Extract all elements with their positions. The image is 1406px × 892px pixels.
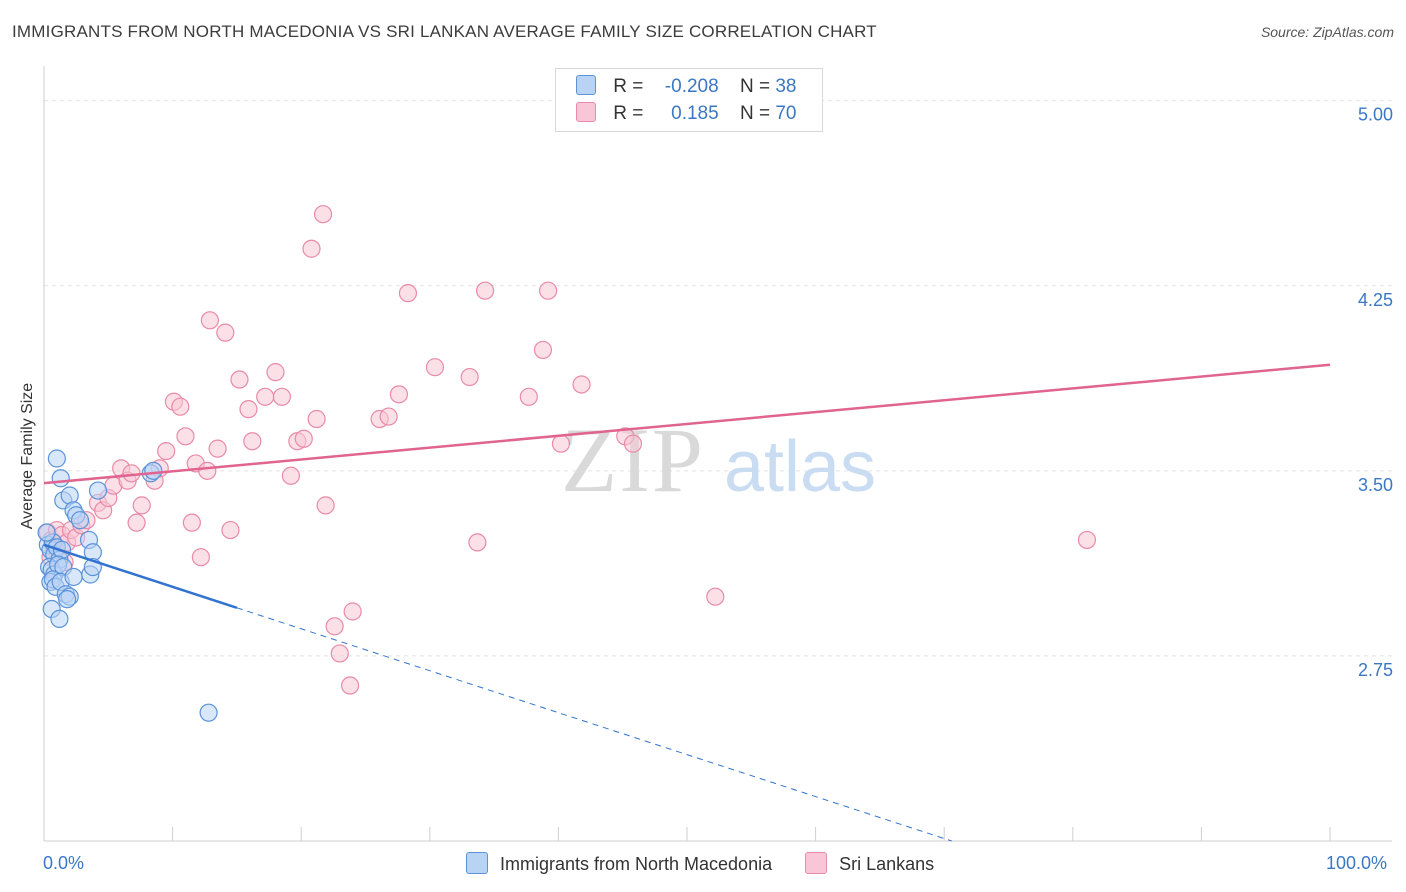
sri-lankans-point <box>340 676 360 695</box>
sri-lankans-points <box>38 205 1097 695</box>
sri-lankans-point <box>208 439 227 458</box>
series-legend-label: Sri Lankans <box>839 854 935 874</box>
sri-lankans-point <box>132 496 151 515</box>
legend-r-value: -0.208 <box>664 76 719 97</box>
sri-lankans-point <box>519 387 538 406</box>
legend-row-sri-lankans: R = 0.185 N = 70 <box>576 102 796 125</box>
legend-row-north-macedonia: R = -0.208 N = 38 <box>576 75 796 98</box>
sri-lankans-point <box>539 281 558 300</box>
sri-lankans-point <box>198 461 217 480</box>
sri-lankans-point <box>157 441 176 461</box>
north-macedonia-point <box>58 590 77 609</box>
y-tick-label: 2.75 <box>1358 660 1393 680</box>
watermark: ZIP atlas <box>561 409 876 511</box>
north-macedonia-point <box>70 511 90 530</box>
north-macedonia-point <box>50 609 69 629</box>
sri-lankans-point <box>294 429 313 448</box>
north-macedonia-point <box>51 469 70 488</box>
legend-r-value: 0.185 <box>671 103 719 124</box>
sri-lankans-point <box>551 434 571 453</box>
sri-lankans-point <box>127 513 146 532</box>
sri-lankans-point <box>230 370 249 389</box>
blue-swatch-icon <box>576 75 596 95</box>
sri-lankans-point <box>122 464 141 483</box>
sri-lankans-point <box>182 513 201 532</box>
sri-lankans-point <box>200 311 219 330</box>
chart-title: IMMIGRANTS FROM NORTH MACEDONIA VS SRI L… <box>12 22 877 41</box>
sri-lankans-point <box>176 427 195 446</box>
sri-lankans-point <box>272 387 292 406</box>
x-tick-label-min: 0.0% <box>43 853 85 873</box>
sri-lankans-point <box>243 432 262 451</box>
series-legend-sri-lankans: Sri Lankans <box>805 852 934 875</box>
watermark-atlas: atlas <box>724 427 876 507</box>
watermark-zip: ZIP <box>561 409 705 511</box>
y-tick-label: 3.50 <box>1358 475 1393 495</box>
north-macedonia-trend-extension <box>236 607 952 842</box>
sri-lankans-point <box>313 205 333 224</box>
sri-lankans-point <box>1077 530 1097 550</box>
north-macedonia-point <box>199 703 218 722</box>
sri-lankans-point <box>706 587 725 606</box>
sri-lankans-trend-line <box>43 363 1331 485</box>
north-macedonia-point <box>144 461 163 480</box>
north-macedonia-point <box>64 567 83 587</box>
legend-r-label: R = <box>613 76 644 97</box>
sri-lankans-point <box>398 284 418 303</box>
legend-n-label: N = <box>739 76 771 97</box>
sri-lankans-point <box>239 400 258 419</box>
sri-lankans-point <box>256 387 275 406</box>
sri-lankans-point <box>302 239 321 258</box>
sri-lankans-point <box>572 375 591 394</box>
north-macedonia-point <box>47 449 66 468</box>
sri-lankans-point <box>281 466 301 485</box>
north-macedonia-points <box>37 449 218 722</box>
y-tick-label: 4.25 <box>1358 290 1393 310</box>
sri-lankans-point <box>266 363 285 382</box>
gridlines <box>44 100 1392 657</box>
y-tick-label: 5.00 <box>1358 105 1393 125</box>
legend-n-label: N = <box>739 103 771 124</box>
series-legend-label: Immigrants from North Macedonia <box>500 854 773 874</box>
sri-lankans-point <box>389 385 409 404</box>
pink-swatch-icon <box>576 102 596 122</box>
north-macedonia-point <box>88 481 108 500</box>
legend-r-label: R = <box>613 103 644 124</box>
y-tick-labels: 2.75 3.50 4.25 5.00 <box>1358 105 1393 680</box>
sri-lankans-point <box>460 367 479 387</box>
series-legend: Immigrants from North Macedonia Sri Lank… <box>466 852 962 875</box>
sri-lankans-point <box>468 533 487 552</box>
sri-lankans-point <box>216 323 235 342</box>
north-macedonia-point <box>60 486 79 505</box>
sri-lankans-point <box>330 644 349 663</box>
trend-lines <box>43 363 1331 842</box>
sri-lankans-point <box>425 358 445 377</box>
pink-swatch-icon <box>805 852 828 874</box>
north-macedonia-trend-line <box>43 543 238 609</box>
series-legend-north-macedonia: Immigrants from North Macedonia <box>466 852 772 875</box>
legend-n-value: 70 <box>775 103 797 124</box>
sri-lankans-point <box>316 496 335 515</box>
north-macedonia-point <box>37 523 56 542</box>
legend-n-value: 38 <box>775 76 797 97</box>
correlation-legend: R = -0.208 N = 38 R = 0.185 N = 70 <box>555 68 823 132</box>
sri-lankans-point <box>475 281 495 300</box>
sri-lankans-point <box>221 520 240 540</box>
sri-lankans-point <box>533 340 553 360</box>
sri-lankans-point <box>343 602 362 621</box>
sri-lankans-point <box>325 617 344 636</box>
sri-lankans-point <box>171 397 190 416</box>
sri-lankans-point <box>307 409 326 429</box>
source-label: Source: ZipAtlas.com <box>1260 24 1394 40</box>
axes <box>43 66 1392 842</box>
sri-lankans-point <box>191 548 210 567</box>
x-tick-label-max: 100.0% <box>1326 853 1388 873</box>
blue-swatch-icon <box>466 852 488 874</box>
sri-lankans-point <box>623 434 643 453</box>
sri-lankans-point <box>379 407 398 426</box>
